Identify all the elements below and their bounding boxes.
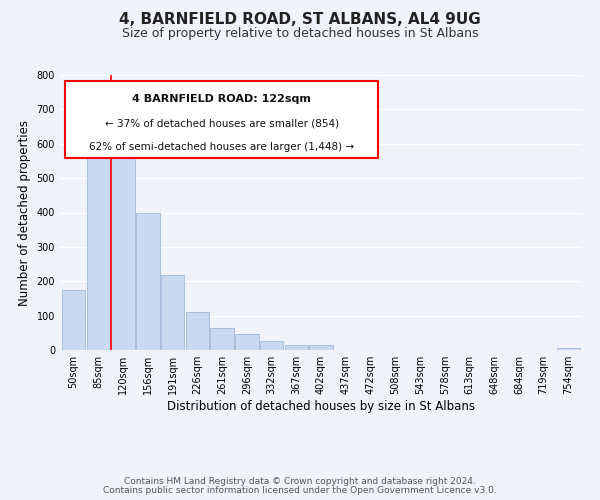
Bar [557, 348, 580, 350]
Bar [235, 334, 259, 350]
Bar [210, 328, 234, 350]
Bar [284, 345, 308, 350]
Text: Size of property relative to detached houses in St Albans: Size of property relative to detached ho… [122, 28, 478, 40]
Text: ← 37% of detached houses are smaller (854): ← 37% of detached houses are smaller (85… [105, 118, 339, 128]
Y-axis label: Number of detached properties: Number of detached properties [18, 120, 31, 306]
Bar [309, 345, 333, 350]
Text: 4, BARNFIELD ROAD, ST ALBANS, AL4 9UG: 4, BARNFIELD ROAD, ST ALBANS, AL4 9UG [119, 12, 481, 28]
Text: 4 BARNFIELD ROAD: 122sqm: 4 BARNFIELD ROAD: 122sqm [133, 94, 311, 104]
Text: 62% of semi-detached houses are larger (1,448) →: 62% of semi-detached houses are larger (… [89, 142, 355, 152]
X-axis label: Distribution of detached houses by size in St Albans: Distribution of detached houses by size … [167, 400, 475, 413]
FancyBboxPatch shape [65, 80, 379, 158]
Bar [86, 123, 110, 350]
Bar [185, 312, 209, 350]
Bar [260, 342, 283, 350]
Text: Contains public sector information licensed under the Open Government Licence v3: Contains public sector information licen… [103, 486, 497, 495]
Bar [136, 212, 160, 350]
Text: Contains HM Land Registry data © Crown copyright and database right 2024.: Contains HM Land Registry data © Crown c… [124, 477, 476, 486]
Bar [112, 142, 135, 350]
Bar [62, 290, 85, 350]
Bar [161, 275, 184, 350]
